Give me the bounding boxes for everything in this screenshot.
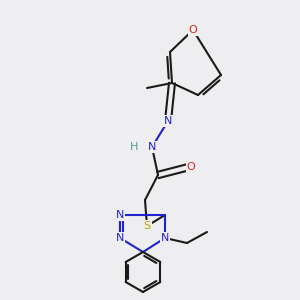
Text: O: O [189,25,197,35]
Text: O: O [187,162,195,172]
Text: H: H [130,142,138,152]
Text: N: N [116,233,124,243]
Text: N: N [161,233,169,243]
Text: N: N [148,142,156,152]
Text: N: N [116,210,124,220]
Text: N: N [164,116,172,126]
Text: S: S [143,221,151,231]
